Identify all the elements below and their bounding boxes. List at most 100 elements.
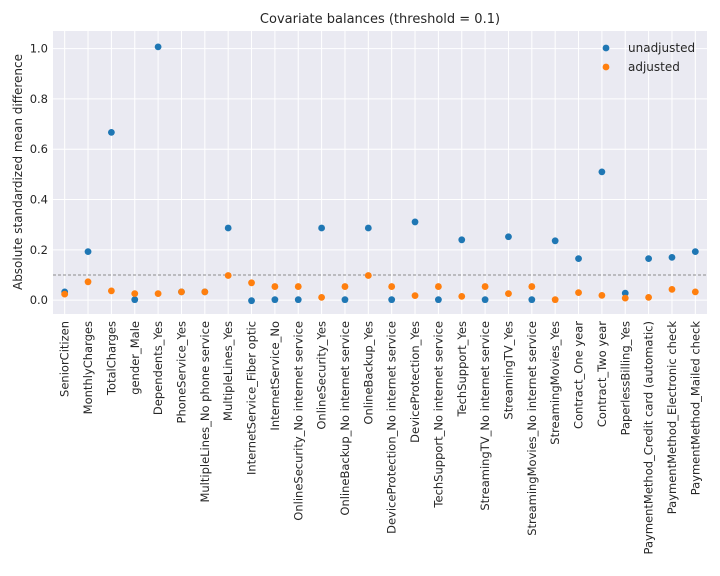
- point-adjusted: [645, 293, 653, 301]
- point-adjusted: [318, 293, 326, 301]
- point-adjusted: [201, 288, 209, 296]
- y-tick-label: 0.0: [30, 293, 48, 307]
- x-tick-label: MultipleLines_No phone service: [198, 321, 212, 503]
- point-unadjusted: [434, 296, 442, 304]
- point-unadjusted: [248, 297, 255, 305]
- point-adjusted: [107, 287, 115, 295]
- point-adjusted: [505, 290, 512, 298]
- point-adjusted: [528, 283, 536, 290]
- point-adjusted: [621, 294, 629, 302]
- point-adjusted: [248, 279, 255, 287]
- point-adjusted: [341, 283, 349, 290]
- point-unadjusted: [318, 224, 326, 232]
- x-tick-label: OnlineSecurity_No internet service: [291, 321, 305, 521]
- point-unadjusted: [598, 168, 606, 176]
- point-adjusted: [294, 283, 302, 290]
- point-unadjusted: [621, 289, 629, 297]
- point-adjusted: [271, 283, 279, 290]
- x-tick-label: TechSupport_Yes: [455, 321, 469, 418]
- point-adjusted: [481, 283, 489, 290]
- point-unadjusted: [154, 43, 162, 51]
- y-tick-label: 0.2: [30, 243, 48, 257]
- y-tick-label: 1.0: [30, 42, 48, 56]
- legend: unadjusted adjusted: [602, 41, 695, 74]
- point-unadjusted: [458, 236, 466, 244]
- x-tick-label: PaymentMethod_Electronic check: [665, 321, 679, 515]
- chart-title: Covariate balances (threshold = 0.1): [260, 12, 500, 27]
- x-tick-label: MultipleLines_Yes: [221, 321, 235, 421]
- x-tick-label: StreamingTV_No internet service: [478, 321, 492, 511]
- point-adjusted: [61, 290, 69, 298]
- point-adjusted: [364, 272, 372, 279]
- point-unadjusted: [388, 296, 396, 304]
- point-adjusted: [691, 288, 699, 296]
- y-axis-label: Absolute standardized mean difference: [11, 54, 25, 290]
- x-tick-label: PaymentMethod_Mailed check: [688, 321, 702, 496]
- point-unadjusted: [668, 254, 676, 261]
- x-tick-label: InternetService_No: [268, 321, 282, 431]
- point-unadjusted: [341, 296, 349, 304]
- x-tick-label: OnlineBackup_Yes: [361, 321, 375, 425]
- point-adjusted: [154, 290, 162, 298]
- x-tick-label: StreamingTV_Yes: [501, 321, 515, 420]
- x-tick-label: Contract_One year: [572, 321, 586, 429]
- y-tick-label: 0.6: [30, 142, 48, 156]
- point-adjusted: [598, 291, 606, 299]
- legend-label-unadjusted: unadjusted: [628, 41, 695, 55]
- point-adjusted: [411, 292, 419, 300]
- x-tick-label: StreamingMovies_Yes: [548, 321, 562, 445]
- point-unadjusted: [107, 128, 115, 136]
- point-unadjusted: [271, 296, 279, 304]
- point-unadjusted: [224, 224, 232, 232]
- point-adjusted: [178, 288, 185, 296]
- x-tick-label: Contract_Two year: [595, 321, 609, 427]
- data-points: [61, 43, 699, 305]
- point-unadjusted: [294, 296, 302, 304]
- y-tick-labels: 0.0 0.2 0.4 0.6 0.8 1.0: [30, 42, 48, 308]
- x-tick-label: InternetService_Fiber optic: [245, 321, 259, 475]
- x-tick-label: OnlineBackup_No internet service: [338, 321, 352, 516]
- x-tick-label: PaperlessBilling_Yes: [618, 321, 632, 435]
- gridlines: [53, 31, 707, 314]
- x-tick-label: PhoneService_Yes: [174, 321, 188, 423]
- point-adjusted: [668, 285, 676, 293]
- x-tick-label: PaymentMethod_Credit card (automatic): [642, 321, 656, 554]
- x-tick-label: TechSupport_No internet service: [431, 321, 445, 509]
- point-unadjusted: [691, 248, 699, 256]
- legend-label-adjusted: adjusted: [628, 60, 680, 74]
- point-unadjusted: [645, 255, 653, 263]
- x-tick-label: TotalCharges: [104, 321, 118, 396]
- x-tick-label: DeviceProtection_Yes: [408, 321, 422, 443]
- point-adjusted: [458, 292, 466, 300]
- x-tick-label: SeniorCitizen: [58, 321, 72, 397]
- point-unadjusted: [364, 224, 372, 232]
- y-tick-label: 0.4: [30, 193, 48, 207]
- point-adjusted: [131, 290, 139, 298]
- point-adjusted: [551, 296, 559, 304]
- point-unadjusted: [505, 233, 512, 241]
- x-tick-label: gender_Male: [128, 321, 142, 395]
- y-tick-label: 0.8: [30, 92, 48, 106]
- x-tick-label: DeviceProtection_No internet service: [385, 321, 399, 534]
- point-adjusted: [434, 283, 442, 290]
- point-adjusted: [388, 283, 396, 290]
- x-tick-label: Dependents_Yes: [151, 321, 165, 415]
- legend-marker-unadjusted: [602, 44, 610, 52]
- point-adjusted: [575, 289, 582, 297]
- plot-background: [53, 31, 707, 314]
- x-tick-label: MonthlyCharges: [81, 321, 95, 414]
- point-adjusted: [84, 278, 92, 286]
- point-unadjusted: [481, 296, 489, 304]
- x-tick-labels: SeniorCitizen MonthlyCharges TotalCharges g…: [58, 321, 703, 555]
- point-adjusted: [224, 272, 232, 279]
- x-tick-label: StreamingMovies_No internet service: [525, 321, 539, 536]
- legend-marker-adjusted: [602, 63, 610, 71]
- point-unadjusted: [528, 296, 536, 304]
- point-unadjusted: [84, 248, 92, 256]
- x-tick-label: OnlineSecurity_Yes: [315, 321, 329, 430]
- point-unadjusted: [551, 237, 559, 245]
- point-unadjusted: [131, 296, 139, 304]
- point-unadjusted: [411, 218, 419, 226]
- point-unadjusted: [575, 255, 582, 263]
